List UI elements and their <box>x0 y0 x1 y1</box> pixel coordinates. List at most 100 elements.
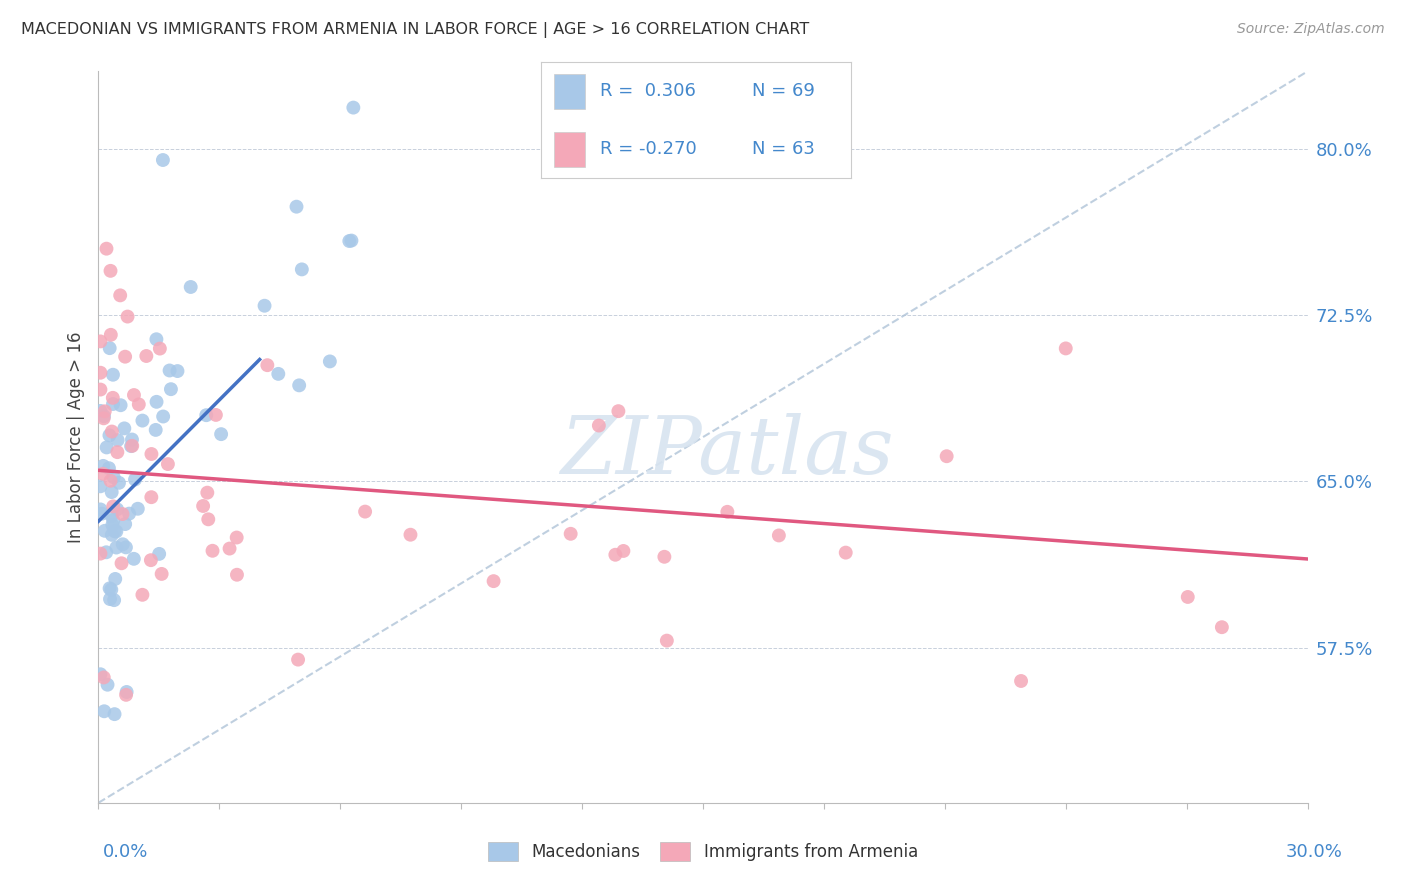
Text: N = 63: N = 63 <box>752 140 814 159</box>
Point <box>482 574 505 588</box>
Point <box>100 474 122 488</box>
Point <box>115 541 138 555</box>
Point <box>111 537 134 551</box>
Point <box>91 458 114 473</box>
Text: R =  0.306: R = 0.306 <box>600 82 696 101</box>
Point <box>287 652 309 666</box>
Point <box>253 299 276 313</box>
Point <box>94 404 117 418</box>
Point <box>354 505 377 519</box>
Point <box>104 572 127 586</box>
Point <box>97 461 120 475</box>
Point <box>399 527 422 541</box>
Point <box>218 541 240 556</box>
Point <box>166 364 188 378</box>
Point <box>96 441 118 455</box>
Point <box>100 327 122 342</box>
Point <box>103 593 125 607</box>
Point <box>105 524 128 539</box>
Text: Source: ZipAtlas.com: Source: ZipAtlas.com <box>1237 22 1385 37</box>
Point <box>107 433 129 447</box>
Point <box>191 499 214 513</box>
Point <box>342 101 364 115</box>
Point <box>835 546 858 560</box>
Point <box>105 502 128 516</box>
Point <box>256 358 278 372</box>
Point <box>93 670 115 684</box>
Point <box>1010 673 1032 688</box>
Legend: Macedonians, Immigrants from Armenia: Macedonians, Immigrants from Armenia <box>481 835 925 868</box>
Point <box>96 678 118 692</box>
Point <box>114 350 136 364</box>
Point <box>1211 620 1233 634</box>
Point <box>100 582 122 597</box>
Text: MACEDONIAN VS IMMIGRANTS FROM ARMENIA IN LABOR FORCE | AGE > 16 CORRELATION CHAR: MACEDONIAN VS IMMIGRANTS FROM ARMENIA IN… <box>21 22 810 38</box>
Point <box>150 566 173 581</box>
Point <box>103 707 125 722</box>
Point <box>100 485 122 500</box>
Point <box>96 545 118 559</box>
Point <box>91 467 114 481</box>
Point <box>100 508 122 523</box>
Point <box>127 501 149 516</box>
Point <box>89 547 111 561</box>
Point <box>605 548 627 562</box>
Point <box>131 588 153 602</box>
Point <box>197 512 219 526</box>
Point <box>654 549 676 564</box>
Point <box>110 556 132 570</box>
Point <box>180 280 202 294</box>
Point <box>716 505 738 519</box>
Point <box>93 411 115 425</box>
Point <box>152 153 174 167</box>
Point <box>141 447 163 461</box>
Text: 30.0%: 30.0% <box>1286 843 1343 861</box>
Point <box>89 667 111 681</box>
Point <box>226 567 249 582</box>
Point <box>89 366 111 380</box>
Point <box>145 423 167 437</box>
Point <box>141 490 163 504</box>
Point <box>128 397 150 411</box>
FancyBboxPatch shape <box>554 74 585 109</box>
Point <box>104 524 127 539</box>
Point <box>135 349 157 363</box>
Text: R = -0.270: R = -0.270 <box>600 140 697 159</box>
Point <box>935 449 957 463</box>
Point <box>205 408 228 422</box>
Point <box>103 470 125 484</box>
Point <box>108 475 131 490</box>
Point <box>209 427 232 442</box>
Point <box>89 502 111 516</box>
Point <box>101 425 124 439</box>
Point <box>195 485 218 500</box>
Point <box>101 368 124 382</box>
Point <box>560 526 582 541</box>
Point <box>145 394 167 409</box>
Point <box>201 543 224 558</box>
Point <box>148 547 170 561</box>
Point <box>111 507 134 521</box>
Point <box>98 428 121 442</box>
Point <box>101 397 124 411</box>
Text: ZIPatlas: ZIPatlas <box>561 413 894 491</box>
Point <box>101 517 124 532</box>
Point <box>101 391 124 405</box>
Point <box>90 507 112 521</box>
Point <box>121 433 143 447</box>
Point <box>105 445 128 459</box>
Point <box>607 404 630 418</box>
Point <box>122 551 145 566</box>
Point <box>145 332 167 346</box>
Point <box>337 234 360 248</box>
Point <box>267 367 290 381</box>
Point <box>105 541 128 555</box>
Point <box>156 457 179 471</box>
Text: 0.0%: 0.0% <box>103 843 148 861</box>
Point <box>291 262 314 277</box>
Point <box>131 414 153 428</box>
Point <box>89 479 111 493</box>
Point <box>98 341 121 355</box>
Point <box>121 439 143 453</box>
Point <box>103 513 125 527</box>
